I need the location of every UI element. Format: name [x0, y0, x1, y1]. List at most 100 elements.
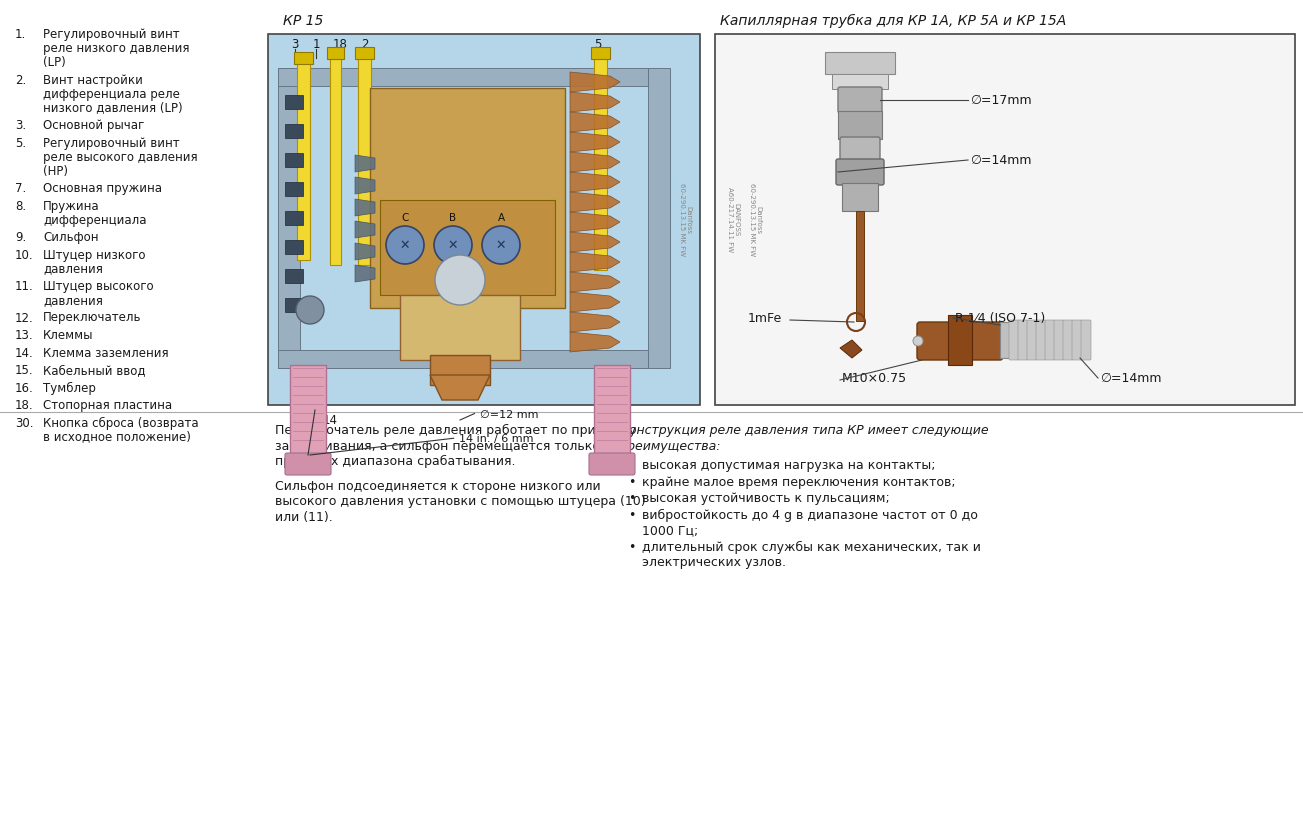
Polygon shape — [354, 177, 375, 194]
Polygon shape — [569, 132, 620, 152]
Text: 12.: 12. — [16, 311, 34, 325]
Polygon shape — [569, 92, 620, 112]
Circle shape — [434, 226, 472, 264]
FancyBboxPatch shape — [840, 137, 880, 163]
Text: 30.: 30. — [16, 416, 34, 429]
Text: давления: давления — [43, 294, 103, 307]
FancyBboxPatch shape — [838, 87, 882, 113]
Text: электрических узлов.: электрических узлов. — [642, 556, 786, 569]
Text: 18: 18 — [332, 38, 348, 51]
Text: высокая допустимая нагрузка на контакты;: высокая допустимая нагрузка на контакты; — [642, 459, 936, 472]
Bar — [278, 68, 648, 86]
Bar — [856, 211, 864, 321]
FancyBboxPatch shape — [1018, 320, 1028, 360]
Bar — [833, 74, 889, 89]
Text: •: • — [628, 492, 636, 505]
Text: высокая устойчивость к пульсациям;: высокая устойчивость к пульсациям; — [642, 492, 890, 505]
Bar — [648, 68, 670, 368]
Text: Основная пружина: Основная пружина — [43, 182, 162, 195]
Polygon shape — [569, 312, 620, 332]
Text: 14: 14 — [323, 414, 339, 427]
Text: дифференциала реле: дифференциала реле — [43, 87, 180, 101]
Bar — [400, 295, 520, 360]
Text: крайне малое время переключения контактов;: крайне малое время переключения контакто… — [642, 475, 955, 489]
Polygon shape — [569, 112, 620, 132]
Text: Клеммы: Клеммы — [43, 329, 94, 342]
FancyBboxPatch shape — [1045, 320, 1055, 360]
Polygon shape — [569, 272, 620, 292]
Text: Danfoss
60-290.13.15 MK FW: Danfoss 60-290.13.15 MK FW — [748, 184, 761, 256]
Text: 1mFe: 1mFe — [748, 311, 782, 325]
Bar — [278, 350, 648, 368]
Polygon shape — [354, 243, 375, 260]
Text: ✕: ✕ — [448, 238, 459, 251]
Polygon shape — [569, 212, 620, 232]
FancyBboxPatch shape — [589, 453, 635, 475]
Bar — [285, 240, 304, 254]
Text: Основной рычаг: Основной рычаг — [43, 119, 145, 132]
Bar — [285, 124, 304, 138]
Polygon shape — [840, 340, 863, 358]
Bar — [999, 322, 1010, 358]
Text: DANFOSS
A60-217.14.11 FW: DANFOSS A60-217.14.11 FW — [727, 187, 740, 253]
FancyBboxPatch shape — [1054, 320, 1065, 360]
Text: пределах диапазона срабатывания.: пределах диапазона срабатывания. — [275, 455, 516, 468]
Text: •: • — [628, 508, 636, 522]
Bar — [285, 182, 304, 196]
Text: вибростойкость до 4 g в диапазоне частот от 0 до: вибростойкость до 4 g в диапазоне частот… — [642, 508, 977, 522]
Text: Конструкция реле давления типа КР имеет следующие: Конструкция реле давления типа КР имеет … — [620, 424, 989, 437]
Bar — [285, 153, 304, 167]
Text: Регулировочный винт: Регулировочный винт — [43, 137, 180, 149]
Bar — [370, 88, 566, 308]
Bar — [285, 211, 304, 225]
Text: 10.: 10. — [16, 249, 34, 261]
FancyBboxPatch shape — [1063, 320, 1072, 360]
Polygon shape — [569, 232, 620, 252]
Polygon shape — [569, 252, 620, 272]
Bar — [949, 315, 972, 365]
Polygon shape — [569, 172, 620, 192]
Text: 16.: 16. — [16, 382, 34, 395]
Bar — [594, 55, 607, 270]
Bar — [592, 47, 610, 59]
Text: Штуцер высокого: Штуцер высокого — [43, 280, 154, 293]
Circle shape — [913, 336, 923, 346]
Text: M10×0.75: M10×0.75 — [842, 372, 907, 385]
Text: Кнопка сброса (возврата: Кнопка сброса (возврата — [43, 416, 198, 429]
Bar — [825, 52, 895, 74]
Circle shape — [482, 226, 520, 264]
Bar — [278, 68, 300, 368]
Text: преимущества:: преимущества: — [620, 439, 722, 452]
FancyBboxPatch shape — [1072, 320, 1081, 360]
Polygon shape — [354, 221, 375, 238]
Text: 13.: 13. — [16, 329, 34, 342]
Text: защелкивания, а сильфон перемещается только в: защелкивания, а сильфон перемещается тол… — [275, 439, 611, 452]
Text: (LP): (LP) — [43, 56, 65, 69]
FancyBboxPatch shape — [1036, 320, 1046, 360]
Circle shape — [435, 255, 485, 305]
Bar — [294, 52, 313, 64]
Polygon shape — [430, 375, 490, 400]
Bar — [285, 269, 304, 283]
Bar — [594, 365, 629, 460]
Text: ∅=14mm: ∅=14mm — [969, 153, 1032, 166]
Text: •: • — [628, 459, 636, 472]
Text: ✕: ✕ — [495, 238, 507, 251]
Bar — [285, 95, 304, 109]
Text: ∅=12 mm: ∅=12 mm — [480, 410, 538, 419]
Text: Стопорная пластина: Стопорная пластина — [43, 399, 172, 412]
Polygon shape — [569, 332, 620, 352]
Text: 14 in. / 6 mm: 14 in. / 6 mm — [459, 434, 533, 444]
Text: 1.: 1. — [16, 28, 26, 41]
Text: реле высокого давления: реле высокого давления — [43, 151, 198, 163]
Text: дифференциала: дифференциала — [43, 213, 146, 227]
FancyBboxPatch shape — [1081, 320, 1091, 360]
Bar — [430, 355, 490, 385]
Text: 9.: 9. — [16, 231, 26, 244]
Text: •: • — [628, 541, 636, 554]
Polygon shape — [569, 72, 620, 92]
FancyBboxPatch shape — [917, 322, 1003, 360]
FancyBboxPatch shape — [1027, 320, 1037, 360]
Text: B: B — [450, 213, 456, 223]
Text: 2: 2 — [361, 38, 369, 51]
